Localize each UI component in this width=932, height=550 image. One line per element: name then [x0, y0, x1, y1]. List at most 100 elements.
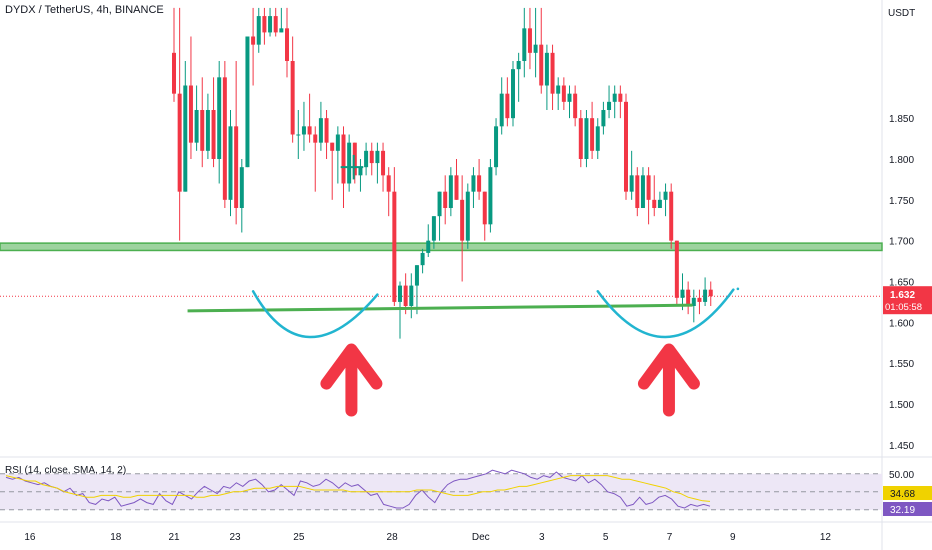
candle-body: [301, 126, 306, 135]
rsi-ma-value-box: [883, 486, 932, 500]
symbol-title: DYDX / TetherUS, 4h, BINANCE: [5, 4, 164, 16]
candle-body: [691, 297, 696, 306]
candle-body: [364, 150, 369, 168]
candle-body: [697, 297, 702, 302]
candle-body: [494, 126, 499, 168]
resistance-zone: [0, 242, 883, 252]
candle-body: [646, 175, 651, 200]
candle-body: [590, 118, 595, 151]
candle-body: [477, 175, 482, 192]
price-tick-label: 1.800: [889, 155, 914, 166]
time-tick-label: 5: [603, 532, 609, 543]
candle-body: [381, 150, 386, 176]
candle-body: [234, 126, 239, 208]
candle-body: [437, 191, 442, 217]
candle-body: [708, 289, 713, 297]
candle-body: [307, 126, 312, 135]
price-tick-label: 1.750: [889, 196, 914, 207]
candle-body: [584, 118, 589, 159]
rsi-value: 32.19: [890, 505, 915, 516]
rsi-title: RSI (14, close, SMA, 14, 2): [5, 465, 127, 476]
candle-body: [324, 118, 329, 143]
time-tick-label: 25: [293, 532, 305, 543]
candle-body: [251, 36, 256, 45]
rsi-value-box: [883, 502, 932, 516]
candle-body: [527, 28, 532, 53]
candle-body: [386, 175, 391, 192]
time-tick-label: 7: [667, 532, 673, 543]
candle-body: [313, 134, 318, 143]
candle-body: [635, 175, 640, 208]
candle-body: [285, 28, 289, 61]
candle-body: [640, 175, 645, 208]
curve-end-dot: [736, 287, 740, 291]
candle-body: [352, 142, 357, 176]
candle-body: [443, 191, 448, 208]
rsi-ma-value: 34.68: [890, 489, 915, 500]
candle-body: [403, 285, 408, 306]
candle-body: [369, 150, 374, 164]
price-tick-label: 1.700: [889, 237, 914, 248]
candle-body: [347, 142, 352, 184]
candle-body: [505, 93, 510, 119]
candle-body: [222, 77, 227, 200]
price-tick-label: 1.650: [889, 278, 914, 289]
candle-body: [674, 240, 679, 298]
candle-body: [612, 93, 617, 102]
price-label-box: [883, 286, 932, 315]
candle-body: [550, 52, 555, 94]
rsi-ma-line: [5, 475, 711, 502]
currency-label: USDT: [888, 8, 916, 19]
candle-body: [341, 134, 346, 184]
candle-body: [657, 199, 662, 208]
candle-body: [414, 265, 419, 286]
candle-body: [256, 16, 261, 45]
bottom-curve: [251, 290, 379, 339]
candle-body: [511, 69, 515, 119]
candle-body: [172, 52, 176, 94]
candle-body: [669, 191, 674, 241]
price-label-countdown: 01:05:58: [885, 302, 922, 313]
candle-body: [268, 16, 273, 33]
price-tick-label: 1.850: [889, 114, 914, 125]
candle-body: [448, 175, 453, 208]
candle-body: [330, 142, 335, 151]
time-tick-label: 18: [110, 532, 122, 543]
candle-body: [420, 252, 425, 266]
candle-body: [398, 285, 402, 302]
candle-body: [516, 61, 521, 70]
candle-body: [686, 289, 691, 306]
candle-body: [318, 118, 323, 143]
up-arrow-head: [320, 343, 383, 390]
candle-body: [522, 28, 527, 61]
candle-body: [409, 285, 414, 306]
candle-body: [578, 118, 583, 159]
candle-body: [426, 240, 431, 253]
candle-body: [544, 52, 549, 86]
time-tick-label: 23: [229, 532, 241, 543]
candle-body: [296, 134, 301, 136]
candle-body: [629, 175, 634, 192]
candle-body: [561, 85, 566, 102]
up-arrow-head: [637, 343, 700, 390]
price-label-value: 1.632: [890, 290, 915, 301]
candle-body: [556, 85, 561, 94]
candle-body: [624, 101, 628, 192]
candle-body: [431, 216, 436, 241]
candle-body: [217, 77, 222, 159]
bottom-curve: [596, 288, 735, 339]
price-tick-label: 1.550: [889, 359, 914, 370]
candle-body: [471, 175, 476, 192]
time-tick-label: 28: [387, 532, 399, 543]
candle-body: [183, 85, 188, 192]
candle-body: [533, 44, 538, 53]
candle-body: [663, 191, 668, 200]
candle-body: [460, 199, 465, 241]
price-tick-label: 1.500: [889, 400, 914, 411]
candle-body: [279, 28, 284, 33]
time-tick-label: 21: [168, 532, 180, 543]
candle-body: [618, 93, 623, 102]
candle-body: [607, 101, 612, 110]
candle-body: [567, 93, 572, 102]
